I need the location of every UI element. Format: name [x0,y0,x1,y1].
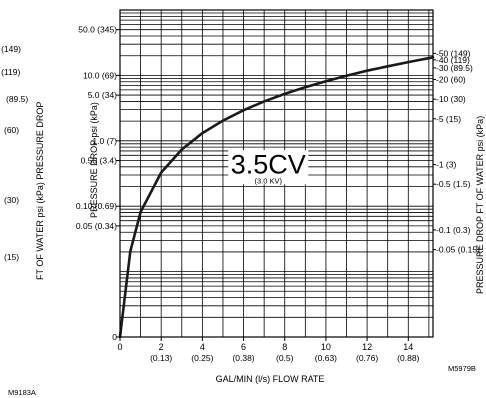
y-axis-label-left: PRESSURE DROP psi (kPa) [89,102,99,218]
x-tick-label: 12 [362,342,372,352]
x-tick-sublabel: (0.5) [276,353,294,363]
y-right-tick-label: -0.5 (1.5) [436,179,471,189]
left-edge-tick: (30) [4,195,19,205]
corner-label-right: M5979B [448,364,476,373]
y-right-tick-label: -20 (60) [436,74,466,84]
y-right-tick-label: -0.1 (0.3) [436,225,471,235]
y-axis-label-right: PRESSURE DROP FT OF WATER psi (kPa) [475,116,485,294]
y-right-tick-label: -1 (3) [436,160,456,170]
annotation-background [228,150,309,185]
left-edge-tick: (89.5) [6,94,28,104]
x-axis-label: GAL/MIN (l/s) FLOW RATE [216,374,325,384]
cv-annotation: 3.5CV (3.0 KV) [228,149,309,185]
y-right-tick-label: -10 (30) [436,94,466,104]
x-tick-label: 0 [117,342,122,352]
y-right-tick-label: -5 (15) [436,114,461,124]
x-tick-label: 10 [321,342,331,352]
x-tick-label: 14 [403,342,413,352]
plot-frame [119,9,434,338]
y-right-tick-label: -50 (149) [436,48,471,58]
y-left-tick-label: 0.05 (0.34) [76,221,117,231]
ticks: 0 2(0.13)4(0.25)6(0.38)8(0.5)10(0.63)12(0… [76,25,480,363]
x-tick-label: 6 [241,342,246,352]
y-left-tick-label: 5.0 (34) [88,90,117,100]
y-left-tick-label: 0 [112,332,117,342]
y-right-tick-label: -40 (119) [436,55,470,65]
annotation-cv: 3.5CV [231,149,306,179]
x-tick-sublabel: (0.25) [191,353,213,363]
x-tick-sublabel: (0.88) [397,353,419,363]
x-tick-sublabel: (0.63) [315,353,337,363]
y-left-tick-label: 0.50 (3.4) [81,155,118,165]
x-tick-label: 2 [159,342,164,352]
y-right-tick-label: -30 (89.5) [436,63,473,73]
flow-curve [118,56,435,339]
left-edge-fragment: 0 (149) 0 (119) (89.5) (60) (30) (15) FT… [0,44,45,280]
y-left-tick-label: 10.0 (69) [83,70,117,80]
y-left-tick-label: 1.0 (7) [92,136,117,146]
corner-label-left: M9183A [8,388,36,397]
x-tick-sublabel: (0.38) [232,353,254,363]
left-edge-tick: 0 (119) [0,67,20,77]
left-edge-axis-label: FT OF WATER psi (kPa) PRESSURE DROP [35,102,45,280]
x-tick-label: 4 [200,342,205,352]
x-tick-label: 8 [282,342,287,352]
left-edge-tick: 0 (149) [0,44,21,54]
y-right-tick-label: -0.05 (0.15) [436,245,480,255]
y-left-tick-label: 50.0 (345) [78,25,117,35]
left-edge-tick: (15) [4,252,19,262]
y-left-tick-label: 0.10 (0.69) [76,201,117,211]
annotation-kv: (3.0 KV) [255,176,283,185]
x-tick-sublabel: (0.76) [356,353,378,363]
left-edge-tick: (60) [4,125,19,135]
x-tick-sublabel: (0.13) [150,353,172,363]
